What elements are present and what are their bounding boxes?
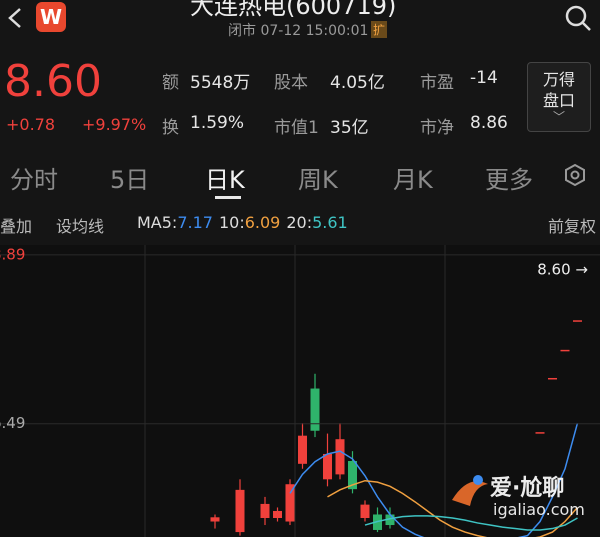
candle-body <box>310 388 320 431</box>
chevron: ﹀ <box>552 110 565 124</box>
last-price-label: 8.60 → <box>537 261 588 279</box>
stat-label: 市净 <box>420 118 454 138</box>
ma-value: 5.61 <box>312 213 348 232</box>
candle-body <box>573 320 582 322</box>
candle-body <box>273 510 282 519</box>
y-tick-label: 6.49 <box>0 414 25 432</box>
chart-background <box>0 245 600 537</box>
stat-value: 35亿 <box>330 118 369 138</box>
stat-label: 市盈 <box>420 73 454 93</box>
candle-body <box>210 517 220 522</box>
candle-body <box>235 489 245 533</box>
stock-title: 大连热电(600719) <box>190 0 397 20</box>
watermark-brand: 爱·尬聊 <box>490 476 565 501</box>
settings-button[interactable] <box>562 162 588 188</box>
app-icon[interactable]: W <box>36 2 66 32</box>
kline-chart: 8.89 6.49 8.60 → <box>0 245 600 537</box>
stat-value: 5548万 <box>190 73 251 93</box>
watermark-logo <box>452 475 488 506</box>
ma-value: 7.17 <box>177 213 213 232</box>
candle-body <box>560 349 570 352</box>
stat-label: 额 <box>162 73 179 93</box>
candle-body <box>335 439 345 475</box>
ma-line <box>289 422 579 537</box>
ma-legend: MA5:7.17 10:6.09 20:5.61 <box>137 213 348 232</box>
depth-button[interactable]: 万得 盘口 ﹀ <box>527 62 591 132</box>
tab[interactable]: 更多 <box>485 166 533 194</box>
candle-body <box>535 432 545 434</box>
tab[interactable]: 分时 <box>10 166 58 194</box>
tab[interactable]: 月K <box>393 166 433 194</box>
tab-underline <box>215 196 241 199</box>
expand-badge[interactable]: 扩 <box>371 21 388 38</box>
adjust-button[interactable]: 前复权 <box>548 217 597 236</box>
button-line: 万得 <box>542 70 575 89</box>
candle-body <box>298 435 307 464</box>
back-button[interactable] <box>6 6 24 30</box>
candle-body <box>323 453 332 480</box>
button-line: 盘口 <box>542 91 575 110</box>
y-tick-label: 8.89 <box>0 245 25 263</box>
market-status: 闭市 07-12 15:00:01 <box>228 23 369 39</box>
ma-setting-button[interactable]: 设均线 <box>56 217 105 236</box>
stat-label: 换 <box>162 118 179 138</box>
tab[interactable]: 5日 <box>110 166 150 194</box>
candle-body <box>360 504 370 519</box>
overlay-button[interactable]: 叠加 <box>0 217 33 236</box>
stat-value: 4.05亿 <box>330 73 385 93</box>
candle-body <box>260 503 270 519</box>
candle-body <box>285 484 295 522</box>
watermark-url: igaliao.com <box>493 500 585 519</box>
stat-label: 市值1 <box>274 118 319 138</box>
candle-body <box>548 377 557 380</box>
ma-line <box>364 515 578 531</box>
tab[interactable]: 周K <box>298 166 338 194</box>
candle-body <box>348 461 357 490</box>
price: 8.60 <box>4 56 102 107</box>
stat-label: 股本 <box>274 73 308 93</box>
ma-label: 20: <box>286 213 313 232</box>
stat-value: -14 <box>470 68 498 88</box>
ma-value: 6.09 <box>244 213 281 232</box>
stat-value: 1.59% <box>190 113 245 133</box>
change-pct: +9.97% <box>82 115 147 134</box>
tab[interactable]: 日K <box>205 166 245 194</box>
ma-label: MA5: <box>137 213 178 232</box>
candle-body <box>385 514 395 526</box>
change: +0.78 <box>6 115 56 134</box>
search-button[interactable] <box>562 2 594 34</box>
ma-line <box>327 479 579 537</box>
stat-value: 8.86 <box>470 113 508 133</box>
ma-label: 10: <box>218 213 245 232</box>
